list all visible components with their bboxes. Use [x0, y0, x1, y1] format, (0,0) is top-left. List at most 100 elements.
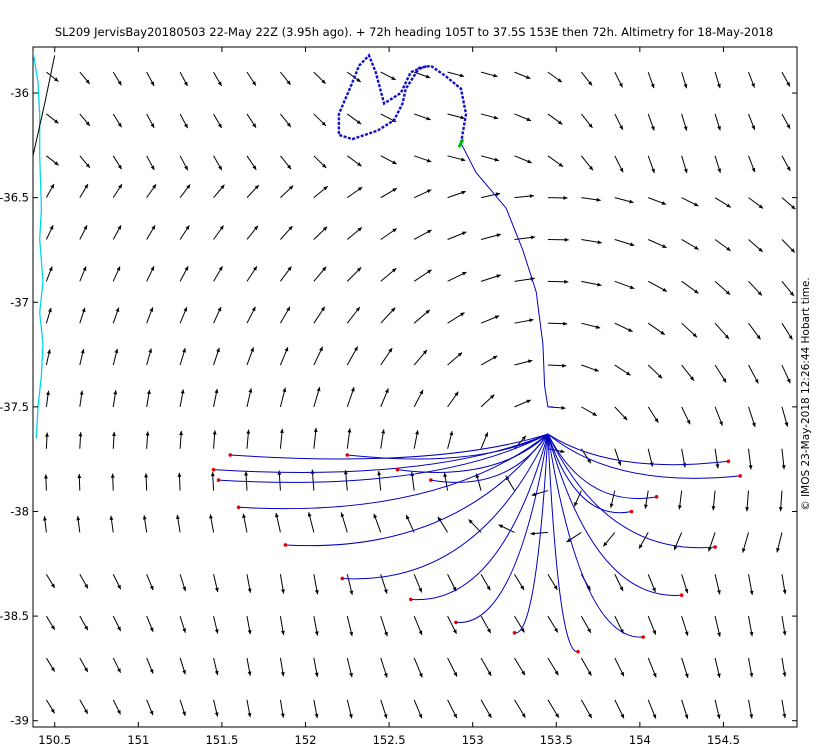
velocity-arrow: [46, 71, 59, 82]
velocity-arrow: [781, 113, 791, 129]
velocity-arrow: [748, 364, 759, 384]
velocity-arrow: [468, 519, 482, 533]
velocity-arrow: [647, 364, 663, 379]
velocity-arrow: [213, 184, 225, 198]
velocity-arrow: [531, 490, 549, 497]
velocity-arrow: [346, 574, 354, 596]
velocity-arrow: [781, 448, 786, 470]
velocity-arrow: [179, 615, 187, 633]
velocity-arrow: [340, 512, 348, 533]
velocity-arrow: [748, 322, 761, 340]
velocity-arrow: [313, 266, 327, 282]
velocity-arrow: [146, 113, 155, 129]
velocity-arrow: [112, 155, 123, 170]
velocity-arrow: [346, 346, 359, 366]
velocity-arrow: [647, 71, 655, 89]
velocity-arrow: [776, 532, 783, 553]
x-tick-label: 153.5: [540, 733, 573, 747]
velocity-arrow: [547, 657, 559, 676]
forecast-branch: [547, 433, 644, 638]
velocity-arrow: [413, 349, 428, 366]
velocity-arrow: [681, 699, 689, 719]
velocity-arrow: [307, 512, 315, 533]
velocity-arrow: [714, 155, 722, 173]
y-tick-label: -37.5: [0, 400, 29, 414]
velocity-arrow: [112, 266, 121, 282]
velocity-arrow: [279, 387, 287, 408]
velocity-arrow: [109, 515, 114, 533]
velocity-arrow: [580, 71, 593, 86]
velocity-arrow: [514, 71, 531, 80]
velocity-arrow: [614, 615, 624, 634]
velocity-arrow: [614, 364, 631, 376]
forecast-path: [460, 142, 553, 408]
velocity-arrow: [45, 225, 54, 240]
velocity-arrow: [43, 516, 47, 533]
velocity-arrow: [246, 113, 257, 128]
velocity-arrow: [110, 473, 115, 491]
velocity-arrow: [614, 699, 625, 719]
velocity-arrow: [313, 386, 321, 408]
velocity-arrow: [175, 514, 181, 533]
velocity-arrow: [447, 271, 467, 282]
velocity-arrow: [213, 155, 223, 171]
x-tick-label: 150.5: [38, 733, 71, 747]
velocity-arrow: [343, 470, 348, 491]
velocity-arrow: [144, 473, 149, 491]
velocity-arrow: [313, 113, 327, 127]
velocity-arrow: [313, 185, 329, 199]
branch-end-marker: [409, 597, 413, 602]
branch-end-marker: [629, 509, 634, 514]
velocity-arrow: [246, 184, 260, 198]
velocity-arrow: [112, 431, 116, 449]
velocity-arrow: [708, 532, 716, 552]
velocity-arrow: [213, 657, 219, 676]
velocity-arrow: [681, 406, 691, 425]
velocity-arrow: [480, 355, 498, 366]
velocity-arrow: [45, 349, 51, 366]
velocity-arrow: [280, 113, 292, 128]
velocity-arrow: [179, 574, 187, 592]
forecast-branch: [547, 433, 682, 596]
velocity-arrow: [380, 657, 388, 678]
plot-area: [32, 46, 798, 728]
velocity-arrow: [45, 390, 50, 407]
forecast-branch: [285, 433, 549, 547]
velocity-arrow: [714, 364, 727, 383]
velocity-arrow: [447, 657, 458, 677]
velocity-arrow: [45, 615, 56, 631]
y-tick-label: -36: [10, 86, 29, 100]
forecast-branch: [547, 433, 632, 514]
velocity-arrow: [246, 699, 252, 718]
velocity-arrow: [778, 490, 783, 512]
velocity-arrow: [313, 71, 326, 85]
velocity-arrow: [711, 490, 716, 511]
velocity-arrow: [146, 615, 154, 633]
velocity-arrow: [79, 266, 87, 282]
velocity-arrow: [79, 183, 89, 198]
velocity-arrow: [714, 574, 721, 595]
forecast-branch: [547, 433, 741, 479]
velocity-arrow: [647, 113, 655, 131]
x-tick-label: 152.5: [373, 733, 406, 747]
velocity-arrow: [280, 71, 291, 86]
velocity-arrow: [447, 391, 459, 408]
velocity-arrow: [647, 155, 655, 174]
forecast-branch: [430, 433, 549, 483]
velocity-arrow: [179, 225, 190, 240]
velocity-arrow: [279, 657, 285, 677]
velocity-arrow: [413, 615, 423, 636]
velocity-arrow: [614, 322, 633, 333]
velocity-arrow: [677, 490, 683, 510]
branch-end-marker: [283, 543, 288, 547]
velocity-arrow: [242, 513, 248, 533]
velocity-arrow: [112, 183, 123, 198]
velocity-arrow: [566, 531, 582, 543]
branch-end-marker: [340, 576, 345, 581]
velocity-arrow: [279, 574, 285, 594]
velocity-arrow: [280, 225, 293, 240]
forecast-branch: [218, 433, 549, 483]
velocity-arrow: [246, 616, 252, 635]
velocity-arrow: [380, 228, 398, 240]
